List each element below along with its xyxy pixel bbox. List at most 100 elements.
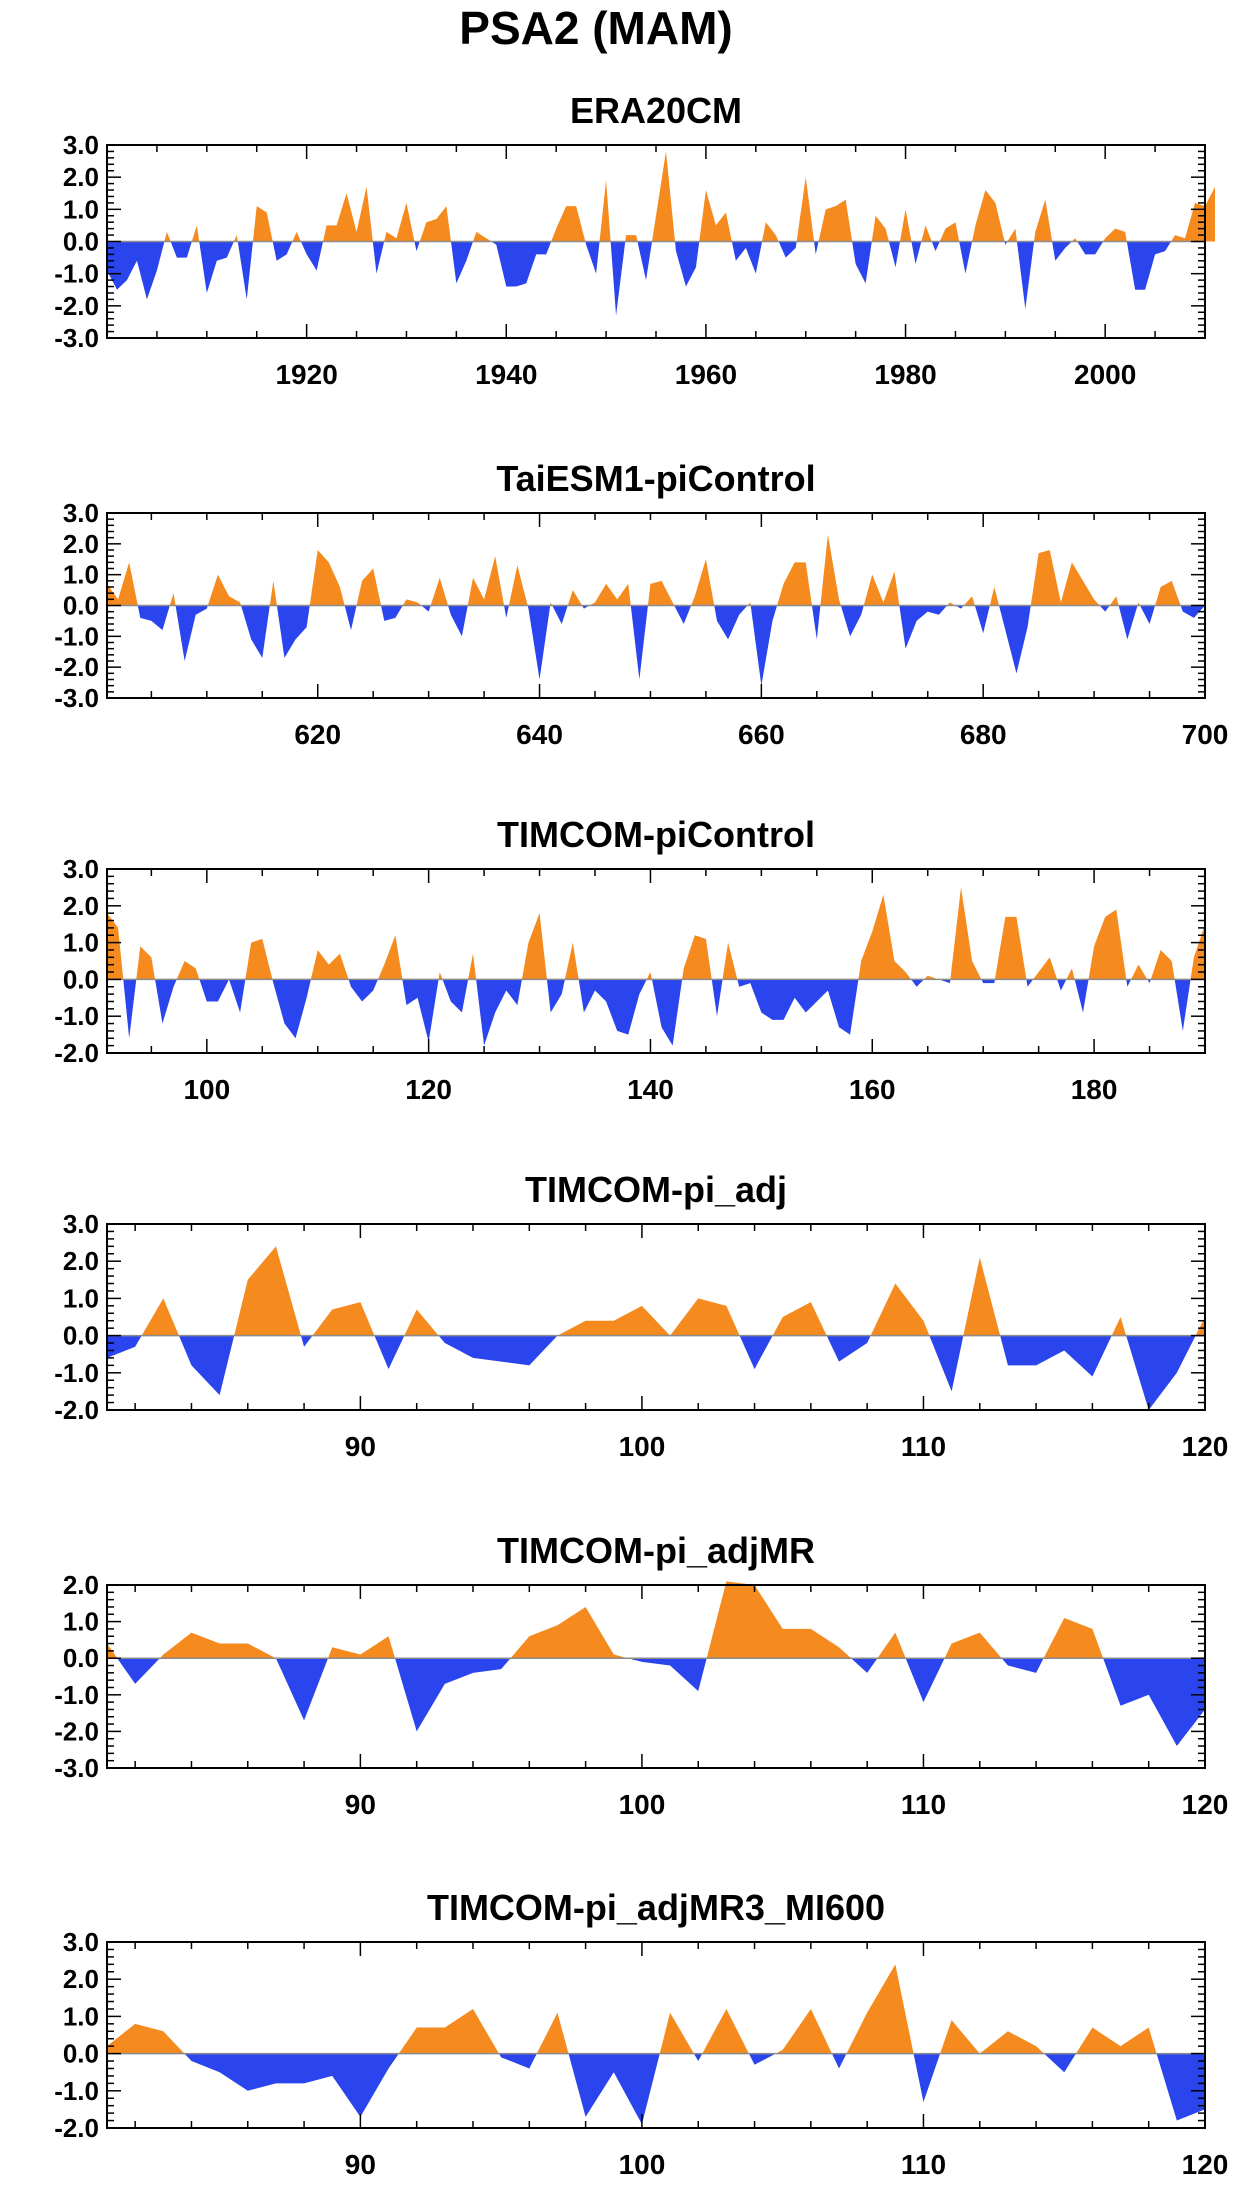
y-tick-label: 2.0 [63, 1570, 99, 1600]
negative-area-9 [546, 979, 565, 1013]
x-tick-label: 100 [619, 2149, 666, 2180]
x-tick-label: 1980 [874, 359, 936, 390]
positive-area-21 [1150, 949, 1175, 980]
negative-area-21 [999, 605, 1031, 674]
negative-area-0 [184, 2053, 399, 2117]
negative-area-25 [1180, 605, 1205, 618]
y-tick-label: 2.0 [63, 1246, 99, 1276]
negative-area-18 [899, 605, 948, 649]
positive-area-6 [944, 1632, 1002, 1659]
positive-area-15 [796, 177, 815, 242]
positive-area-6 [772, 1302, 827, 1336]
y-tick-label: 3.0 [63, 854, 99, 884]
negative-area-18 [1057, 979, 1067, 991]
negative-area-11 [582, 605, 590, 609]
x-tick-label: 90 [345, 1789, 376, 1820]
positive-area-6 [846, 1964, 914, 2054]
negative-area-1 [178, 1335, 235, 1396]
negative-area-1 [170, 241, 192, 258]
positive-area-22 [1007, 228, 1017, 242]
negative-area-12 [630, 605, 648, 680]
negative-area-17 [840, 605, 864, 637]
negative-area-11 [610, 241, 626, 316]
positive-area-10 [599, 180, 611, 242]
negative-area-8 [1000, 1335, 1112, 1377]
positive-area-12 [652, 151, 675, 242]
positive-area-9 [564, 942, 579, 980]
negative-area-24 [1140, 605, 1156, 624]
negative-area-25 [1077, 241, 1104, 255]
positive-area-23 [1034, 199, 1053, 242]
x-tick-label: 640 [516, 719, 563, 750]
negative-area-6 [1001, 1658, 1044, 1673]
negative-area-20 [1126, 979, 1132, 987]
negative-area-22 [1099, 605, 1110, 612]
negative-area-3 [374, 1335, 405, 1370]
positive-area-4 [557, 1305, 671, 1336]
negative-area-3 [693, 2053, 703, 2062]
negative-area-17 [852, 241, 872, 284]
negative-area-10 [585, 241, 600, 274]
positive-area-3 [510, 1606, 628, 1659]
positive-area-22 [1190, 924, 1205, 980]
x-tick-label: 1920 [275, 359, 337, 390]
positive-area-24 [1137, 602, 1141, 606]
positive-area-5 [323, 186, 373, 242]
positive-area-0 [107, 913, 124, 980]
negative-area-7 [414, 241, 420, 252]
x-tick-label: 140 [627, 1074, 674, 1105]
positive-area-4 [702, 2008, 749, 2054]
positive-area-10 [1195, 1317, 1205, 1336]
positive-area-15 [950, 887, 982, 980]
positive-area-7 [419, 206, 451, 242]
x-tick-label: 120 [405, 1074, 452, 1105]
negative-area-7 [1044, 2053, 1076, 2073]
y-tick-label: 2.0 [63, 1964, 99, 1994]
negative-area-15 [778, 241, 797, 258]
positive-area-8 [521, 913, 547, 980]
negative-area-14 [911, 979, 925, 987]
negative-area-3 [229, 979, 246, 1013]
negative-area-13 [737, 979, 859, 1035]
positive-area-25 [1103, 228, 1127, 242]
positive-area-5 [775, 2008, 832, 2054]
negative-area-6 [826, 1335, 871, 1362]
positive-area-17 [871, 215, 889, 242]
positive-area-13 [647, 580, 675, 606]
negative-area-15 [938, 979, 951, 984]
y-tick-label: -1.0 [54, 1001, 99, 1031]
y-tick-label: -2.0 [54, 652, 99, 682]
positive-area-26 [1171, 186, 1215, 242]
positive-area-22 [1030, 550, 1100, 606]
y-tick-label: 1.0 [63, 560, 99, 590]
positive-area-21 [972, 190, 1005, 242]
positive-area-7 [1043, 1617, 1104, 1659]
positive-area-2 [536, 2012, 569, 2054]
negative-area-16 [814, 241, 819, 255]
positive-area-0 [107, 562, 138, 606]
negative-area-5 [300, 241, 324, 271]
negative-area-8 [1156, 2053, 1205, 2121]
positive-area-0 [107, 2023, 185, 2054]
positive-area-1 [136, 946, 156, 980]
panel-title: TIMCOM-pi_adjMR3_MI600 [427, 1887, 885, 1928]
negative-area-20 [931, 241, 940, 252]
positive-area-3 [404, 1309, 439, 1336]
y-tick-label: -2.0 [54, 1395, 99, 1425]
positive-area-12 [589, 583, 631, 606]
x-tick-label: 660 [738, 719, 785, 750]
positive-area-18 [1066, 968, 1075, 980]
plot-frame [106, 1584, 1206, 1769]
y-tick-label: 3.0 [63, 1927, 99, 1957]
x-tick-label: 620 [294, 719, 341, 750]
positive-area-3 [245, 938, 273, 980]
negative-area-0 [107, 1335, 142, 1358]
negative-area-6 [913, 2053, 941, 2102]
negative-area-19 [911, 241, 922, 265]
negative-area-1 [275, 1658, 329, 1721]
y-tick-label: 0.0 [63, 591, 99, 621]
y-tick-label: -2.0 [54, 1038, 99, 1068]
positive-area-7 [468, 953, 477, 980]
positive-area-5 [356, 568, 382, 606]
positive-area-12 [722, 942, 738, 980]
